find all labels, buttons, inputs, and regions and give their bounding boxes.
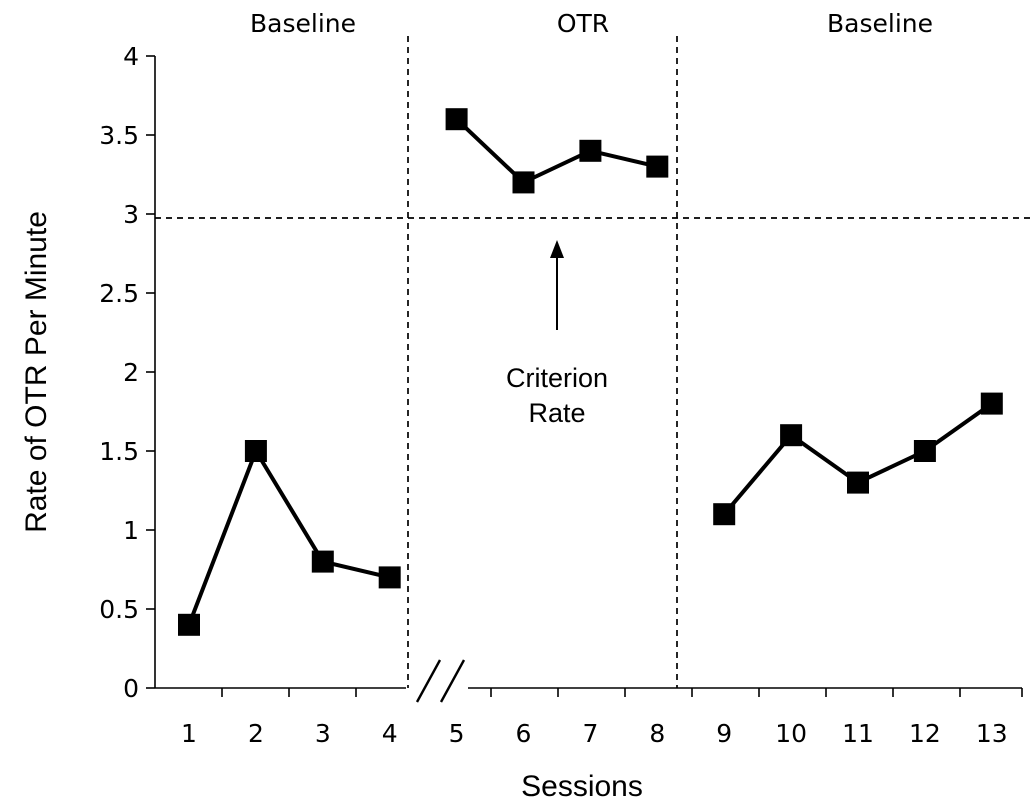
data-point-marker xyxy=(980,392,1003,415)
x-tick-label: 12 xyxy=(909,719,941,748)
y-axis-title: Rate of OTR Per Minute xyxy=(20,211,53,533)
x-tick-label: 8 xyxy=(649,719,665,748)
x-tick-label: 10 xyxy=(775,719,807,748)
chart-labels: 00.511.522.533.541 2 3 4 5 6 7 8 9 10 11 12 13Baseli… xyxy=(20,9,1008,803)
y-tick-label: 0.5 xyxy=(99,595,139,624)
data-point-marker xyxy=(913,440,936,462)
axes xyxy=(146,55,1023,703)
data-point-marker xyxy=(512,171,535,194)
data-point-marker xyxy=(780,424,803,447)
x-tick-label: 3 xyxy=(315,719,331,748)
series-line xyxy=(455,117,658,185)
criterion-arrow-head xyxy=(550,240,564,258)
x-tick-label: 1 xyxy=(181,719,197,748)
x-tick-label: 9 xyxy=(716,719,732,748)
axis-break-mark xyxy=(415,659,442,703)
data-point-marker xyxy=(646,155,669,178)
series-line xyxy=(187,446,391,626)
x-tick-label: 4 xyxy=(382,719,398,748)
y-tick-label: 2 xyxy=(123,358,139,387)
phase-label: Baseline xyxy=(827,9,933,38)
x-tick-label: 7 xyxy=(582,719,598,748)
data-point-marker xyxy=(244,440,267,462)
x-tick-label: 6 xyxy=(516,719,532,748)
series-line xyxy=(722,401,993,516)
y-tick-label: 3 xyxy=(123,200,139,229)
y-tick-label: 3.5 xyxy=(99,121,139,150)
x-axis-title: Sessions xyxy=(521,770,643,803)
data-point-marker xyxy=(445,108,468,131)
data-point-marker xyxy=(579,139,602,162)
y-tick-label: 0 xyxy=(123,674,139,703)
y-tick-label: 2.5 xyxy=(99,279,139,308)
phase-label: Baseline xyxy=(250,9,356,38)
x-tick-label: 5 xyxy=(449,719,465,748)
y-tick-label: 1.5 xyxy=(99,437,139,466)
data-point-marker xyxy=(178,613,200,636)
data-point-marker xyxy=(311,550,334,573)
x-tick-label: 11 xyxy=(842,719,874,748)
data-series xyxy=(178,108,1003,636)
data-point-marker xyxy=(378,566,401,589)
criterion-label-line1: Criterion xyxy=(506,363,608,393)
phase-and-criterion-lines xyxy=(155,36,1030,688)
axis-break-mark xyxy=(439,659,466,703)
data-point-marker xyxy=(847,471,869,494)
data-point-marker xyxy=(713,503,736,526)
y-tick-label: 4 xyxy=(123,42,139,71)
y-tick-label: 1 xyxy=(123,516,139,545)
criterion-label-line2: Rate xyxy=(528,398,585,428)
x-tick-label: 2 xyxy=(248,719,264,748)
x-tick-label: 13 xyxy=(976,719,1008,748)
phase-label: OTR xyxy=(557,9,609,38)
